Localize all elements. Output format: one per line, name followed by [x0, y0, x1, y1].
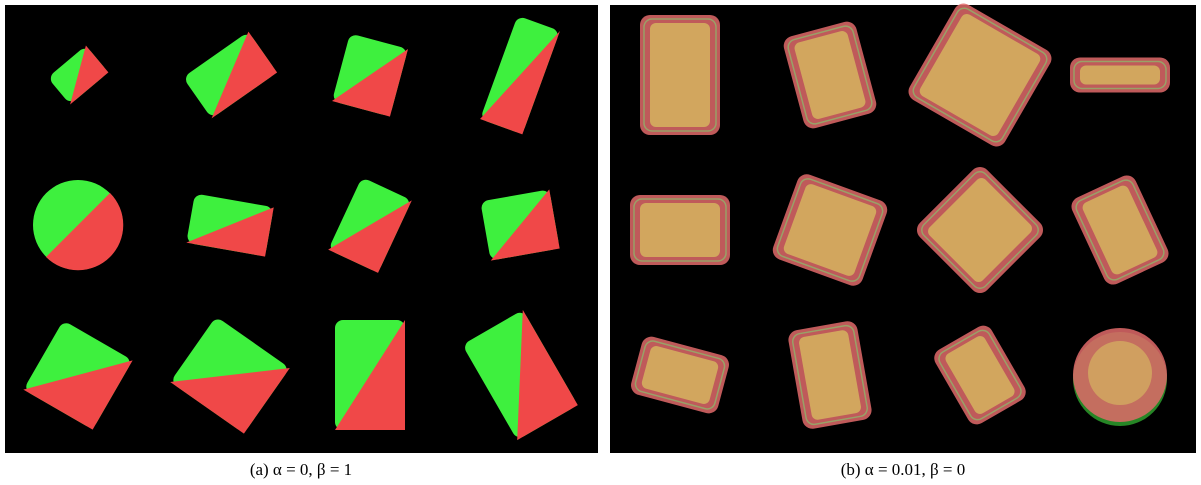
object-part — [640, 203, 720, 257]
object-part — [490, 189, 560, 261]
object — [186, 194, 274, 257]
object — [328, 179, 412, 273]
object-part — [331, 48, 409, 117]
object-part — [633, 198, 727, 262]
panel-b-objects — [630, 3, 1170, 429]
object-part — [912, 7, 1048, 143]
object-part — [776, 178, 884, 282]
object-part — [1073, 60, 1167, 90]
object-part — [641, 346, 719, 404]
object-part — [634, 340, 726, 410]
object — [640, 15, 720, 135]
object — [331, 35, 409, 117]
object-part — [921, 171, 1039, 289]
object — [465, 309, 578, 441]
object-part — [787, 25, 873, 125]
object — [934, 325, 1026, 425]
object-part — [794, 31, 866, 119]
object-part — [1082, 185, 1158, 275]
object-part — [945, 336, 1015, 414]
object — [481, 189, 560, 261]
object-part — [1088, 341, 1152, 405]
object — [1071, 175, 1169, 285]
object — [50, 45, 109, 105]
caption-a: (a) α = 0, β = 1 — [250, 460, 352, 479]
object-part — [1080, 65, 1160, 85]
object-part — [938, 329, 1022, 421]
object-part — [328, 200, 412, 273]
object — [916, 166, 1044, 294]
object-part — [23, 360, 133, 430]
object — [480, 17, 560, 135]
object-part — [46, 193, 124, 271]
object-part — [643, 18, 717, 132]
object-part — [919, 13, 1041, 137]
object-part — [480, 31, 560, 135]
object-part — [186, 207, 274, 257]
object — [1070, 57, 1170, 93]
object-part — [335, 320, 405, 430]
object — [33, 180, 124, 271]
object — [908, 3, 1052, 147]
object-part — [211, 31, 278, 119]
object — [335, 320, 405, 430]
object-part — [792, 324, 868, 426]
object-part — [170, 368, 290, 434]
object-part — [928, 178, 1032, 282]
panel-a-objects — [23, 17, 578, 441]
object — [788, 321, 872, 429]
object — [772, 174, 888, 286]
object — [170, 319, 290, 434]
object — [23, 323, 133, 430]
object — [783, 21, 877, 129]
object-part — [1075, 179, 1165, 281]
caption-b: (b) α = 0.01, β = 0 — [841, 460, 966, 479]
object-part — [783, 184, 877, 276]
object — [1073, 328, 1167, 426]
object — [631, 336, 729, 414]
object-part — [799, 330, 861, 420]
object — [630, 195, 730, 265]
object-part — [70, 45, 109, 105]
object-part — [650, 23, 710, 127]
object — [186, 31, 278, 119]
object-part — [517, 309, 578, 441]
